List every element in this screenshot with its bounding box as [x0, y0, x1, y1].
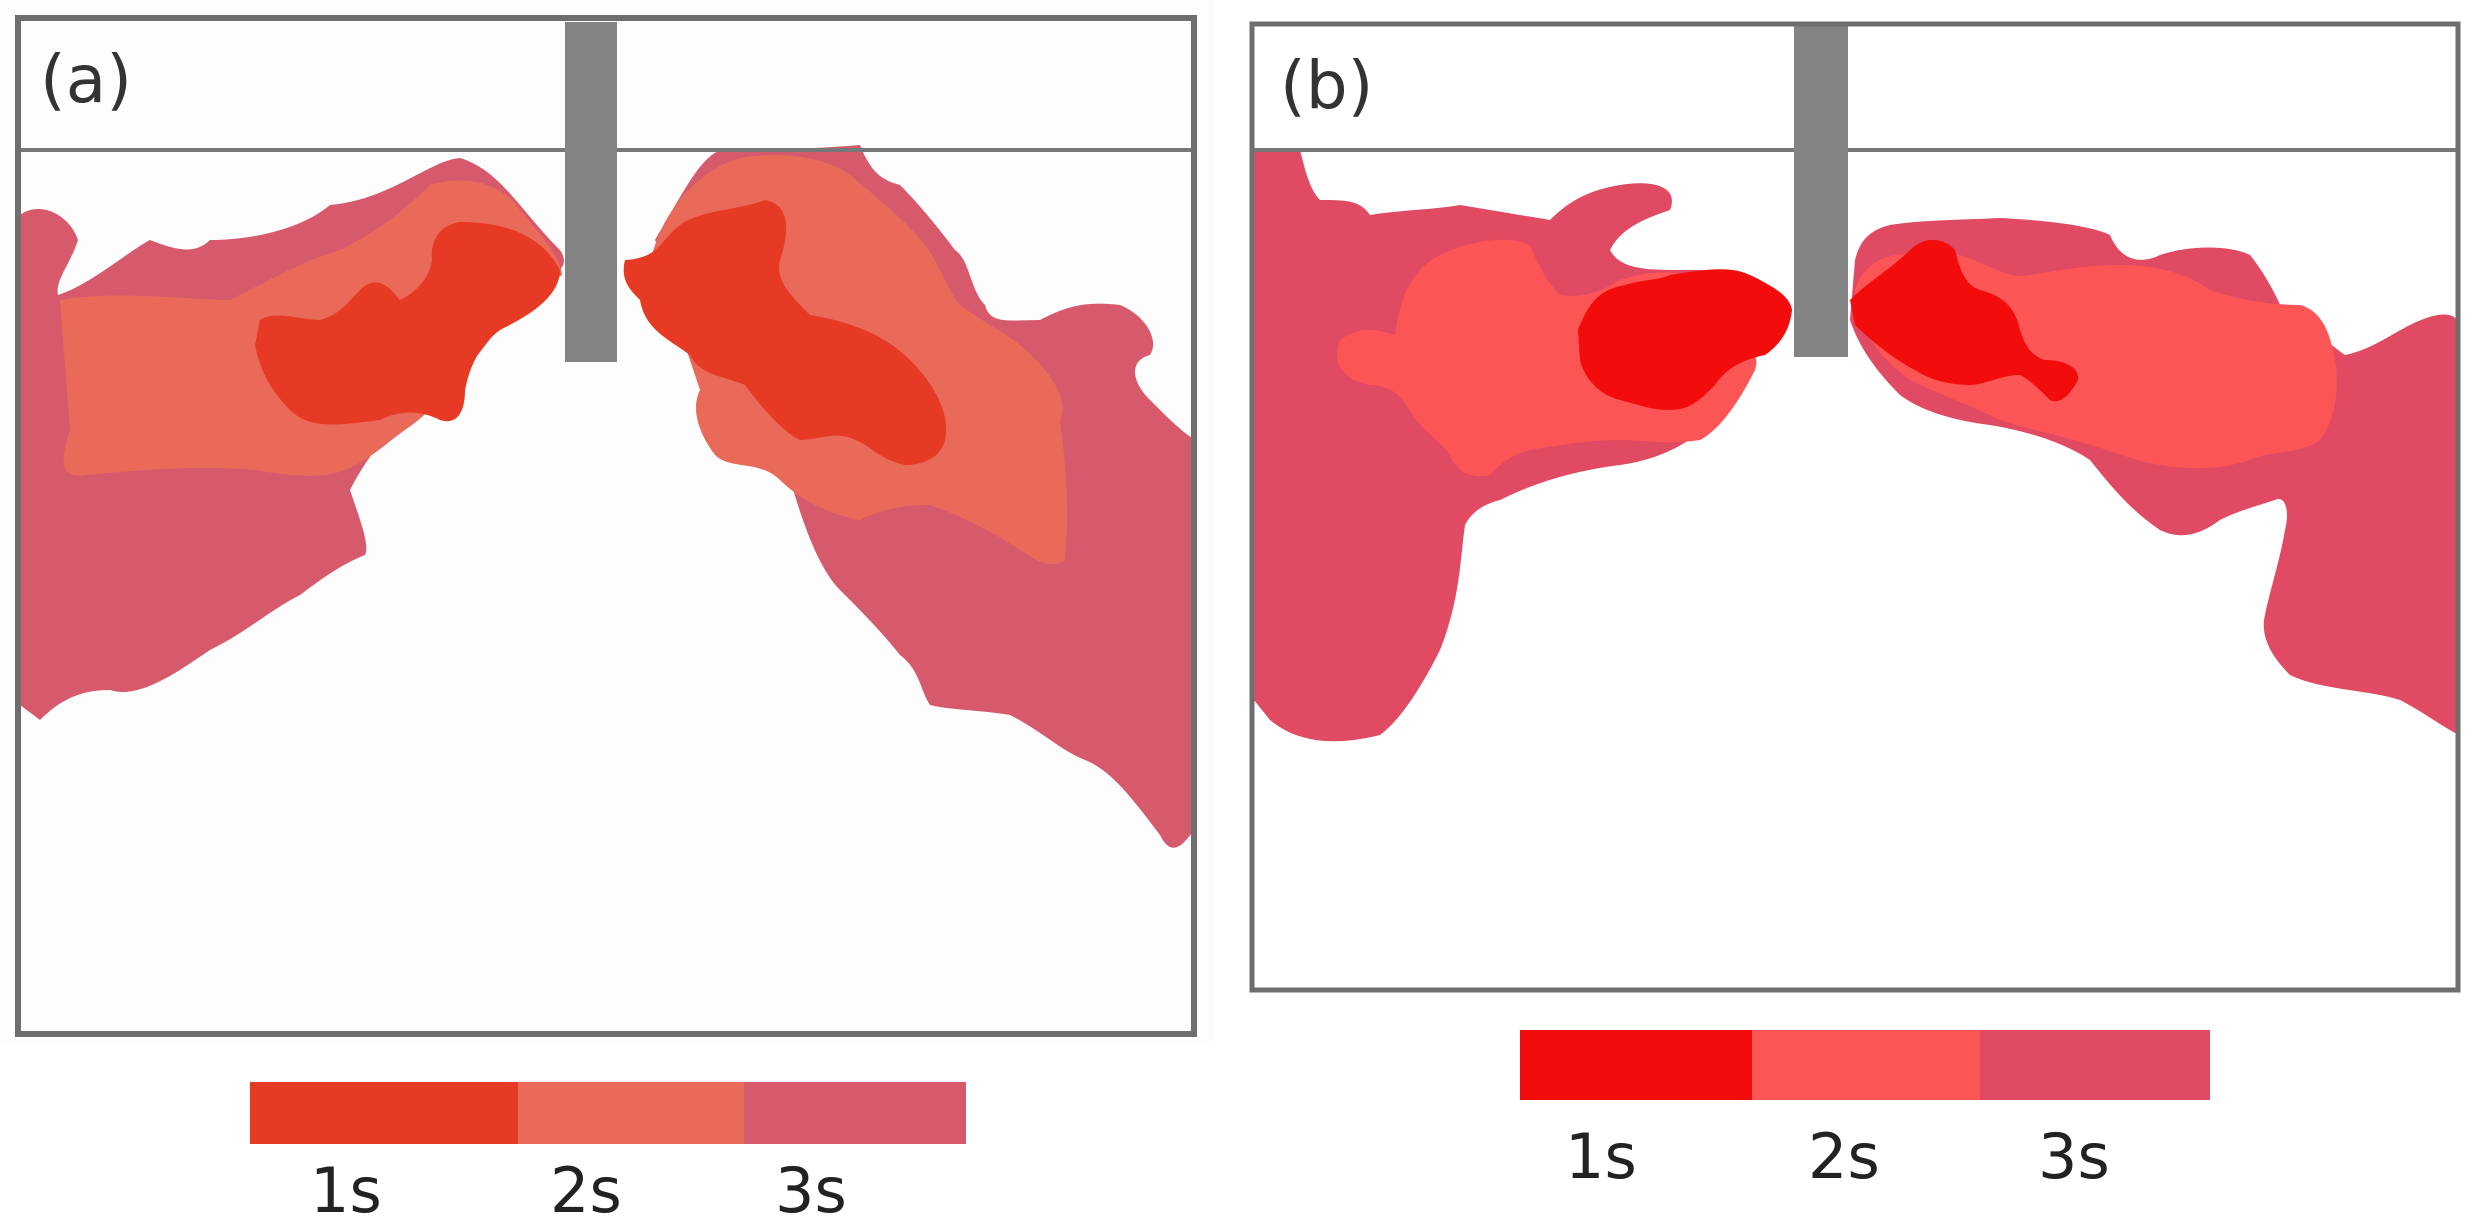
panel-a-legend-label-1s: 1s — [310, 1154, 382, 1227]
panel-a-legend-swatch-2s — [518, 1082, 744, 1144]
panel-b: (b) — [1249, 21, 2461, 993]
panel-b-legend-swatch-3s — [1980, 1030, 2210, 1100]
panel-a-legend-swatch-3s — [744, 1082, 966, 1144]
panel-a-nozzle — [565, 22, 617, 362]
panel-b-legend-label-1s: 1s — [1565, 1120, 1637, 1193]
panel-a-legend-label-3s: 3s — [775, 1154, 847, 1227]
panel-b-nozzle — [1794, 25, 1848, 357]
panel-a-frame — [15, 15, 1197, 1037]
panel-a-label: (a) — [40, 41, 132, 118]
panel-b-legend: 1s 2s 3s — [1520, 1030, 2210, 1193]
panel-a-region-1s-right — [623, 200, 947, 465]
panel-b-label: (b) — [1280, 47, 1373, 124]
panel-b-legend-label-3s: 3s — [2038, 1120, 2110, 1193]
panel-b-region-1s-left — [1578, 269, 1792, 410]
panel-a-region-1s-left — [255, 222, 560, 425]
panel-a: (a) — [0, 0, 1214, 1046]
panel-a-legend: 1s 2s 3s — [250, 1082, 966, 1227]
panel-b-legend-label-2s: 2s — [1808, 1120, 1880, 1193]
panel-a-legend-swatch-1s — [250, 1082, 518, 1144]
panel-b-region-1s-right — [1850, 239, 2079, 402]
panel-b-legend-swatch-1s — [1520, 1030, 1752, 1100]
panel-b-legend-swatch-2s — [1752, 1030, 1980, 1100]
panel-b-frame — [1249, 21, 2461, 993]
panel-a-legend-label-2s: 2s — [550, 1154, 622, 1227]
